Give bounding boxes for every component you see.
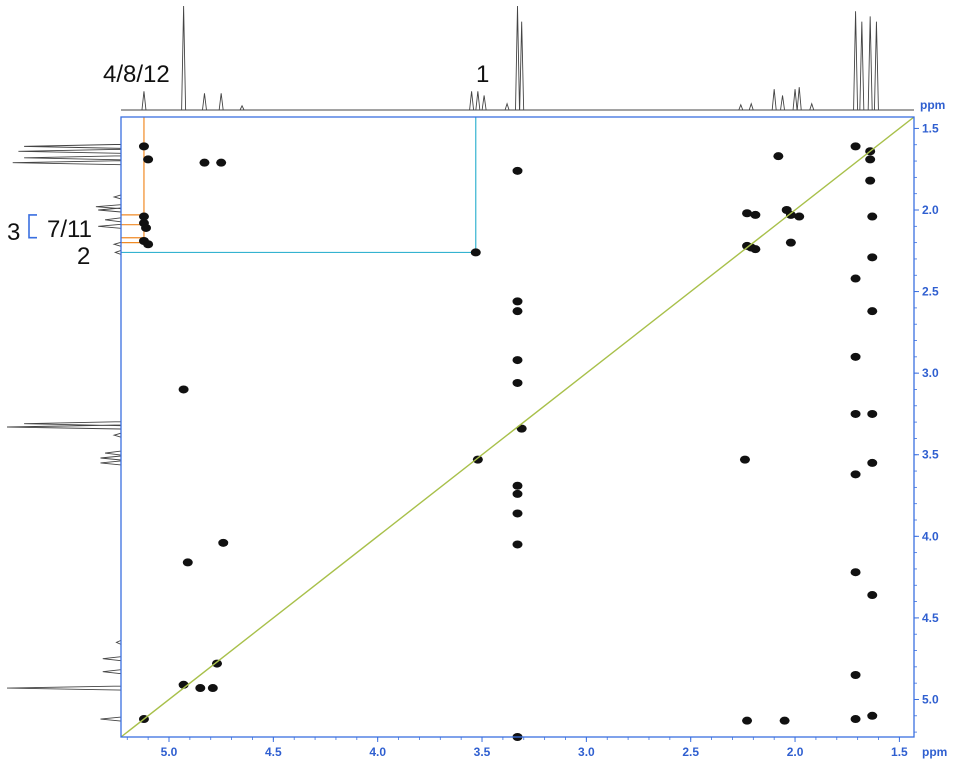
x-tick-label: 2.5: [682, 745, 699, 759]
left-projection-spectrum: [6, 117, 122, 737]
cross-peak: [512, 297, 523, 306]
cross-peak: [850, 715, 861, 724]
cross-peak: [850, 409, 861, 418]
cross-peak: [182, 558, 193, 567]
cross-peaks: [138, 142, 878, 741]
x-tick-label: 4.5: [265, 745, 282, 759]
cross-peak: [867, 591, 878, 600]
diagonal-line: [120, 116, 915, 738]
cross-peak: [512, 489, 523, 498]
cross-peak: [742, 716, 753, 725]
correlation-lines: [121, 117, 477, 254]
cross-peak: [750, 210, 761, 219]
assignment-label-2: 2: [77, 243, 91, 270]
cross-peak: [867, 253, 878, 262]
y-axis: 1.5 2.0 2.5 3.0 3.5 4.0 4.5 5.0: [914, 121, 939, 733]
cross-peak: [785, 210, 796, 219]
cross-peak: [138, 142, 149, 151]
cross-peak: [218, 538, 229, 547]
cross-peak: [867, 458, 878, 467]
cross-peak: [779, 716, 790, 725]
cross-peak: [207, 684, 218, 693]
cross-peak: [850, 671, 861, 679]
y-tick-label: 2.5: [922, 285, 939, 299]
y-tick-label: 3.5: [922, 448, 939, 462]
cross-peak: [199, 158, 210, 167]
cross-peak: [742, 209, 753, 218]
cross-peak: [850, 274, 861, 283]
y-tick-label: 1.5: [922, 121, 939, 135]
cross-peak: [773, 152, 784, 161]
cross-peak: [867, 409, 878, 418]
cross-peak: [739, 455, 750, 464]
cross-peak: [850, 142, 861, 151]
x-tick-label: 4.0: [369, 745, 386, 759]
cross-peak: [516, 424, 527, 433]
cross-peak: [867, 212, 878, 221]
cross-peak: [512, 481, 523, 490]
cross-peak: [178, 385, 189, 394]
x-axis: 5.0 4.5 4.0 3.5 3.0 2.5 2.0 1.5: [126, 737, 908, 759]
cross-peak: [867, 711, 878, 720]
cross-peak: [865, 155, 876, 164]
assignment-label-1: 1: [476, 61, 490, 88]
y-tick-label: 2.0: [922, 203, 939, 217]
cross-peak: [143, 240, 154, 249]
cross-peak: [512, 509, 523, 518]
cross-peak: [850, 470, 861, 479]
cross-peak: [195, 684, 206, 693]
cross-peak: [512, 307, 523, 316]
assignment-label-7-11: 7/11: [47, 216, 92, 243]
cross-peak: [470, 248, 481, 257]
left-projection-trace: [6, 117, 122, 737]
cross-peak: [785, 238, 796, 247]
y-tick-label: 5.0: [922, 692, 939, 706]
cross-peak: [138, 212, 149, 221]
y-tick-label: 4.5: [922, 611, 939, 625]
x-tick-label: 2.0: [787, 745, 804, 759]
top-projection-spectrum: [121, 5, 914, 111]
cross-peak: [512, 356, 523, 365]
cross-peak: [512, 540, 523, 549]
assignment-bracket: [28, 214, 37, 239]
cross-peak: [512, 378, 523, 387]
assignment-label-4-8-12: 4/8/12: [103, 61, 170, 88]
cross-peak: [512, 166, 523, 175]
x-tick-label: 3.0: [578, 745, 595, 759]
cross-peak: [211, 659, 222, 668]
assignment-label-3: 3: [7, 219, 21, 246]
top-projection-trace: [121, 5, 914, 111]
cross-peak: [850, 352, 861, 361]
x-tick-label: 3.5: [474, 745, 491, 759]
y-tick-label: 4.0: [922, 529, 939, 543]
y-axis-unit: ppm: [920, 98, 945, 112]
cross-peak: [850, 568, 861, 577]
x-axis-unit: ppm: [922, 745, 947, 759]
cross-peak: [216, 158, 227, 167]
cross-peak: [794, 212, 805, 221]
cross-peak: [143, 155, 154, 164]
plot-frame: [120, 116, 915, 738]
cross-peak: [472, 455, 483, 464]
x-tick-label: 5.0: [161, 745, 178, 759]
cross-peak: [141, 223, 152, 232]
y-tick-label: 3.0: [922, 366, 939, 380]
cross-peak: [865, 176, 876, 185]
x-tick-label: 1.5: [891, 745, 908, 759]
cross-peak: [867, 307, 878, 316]
